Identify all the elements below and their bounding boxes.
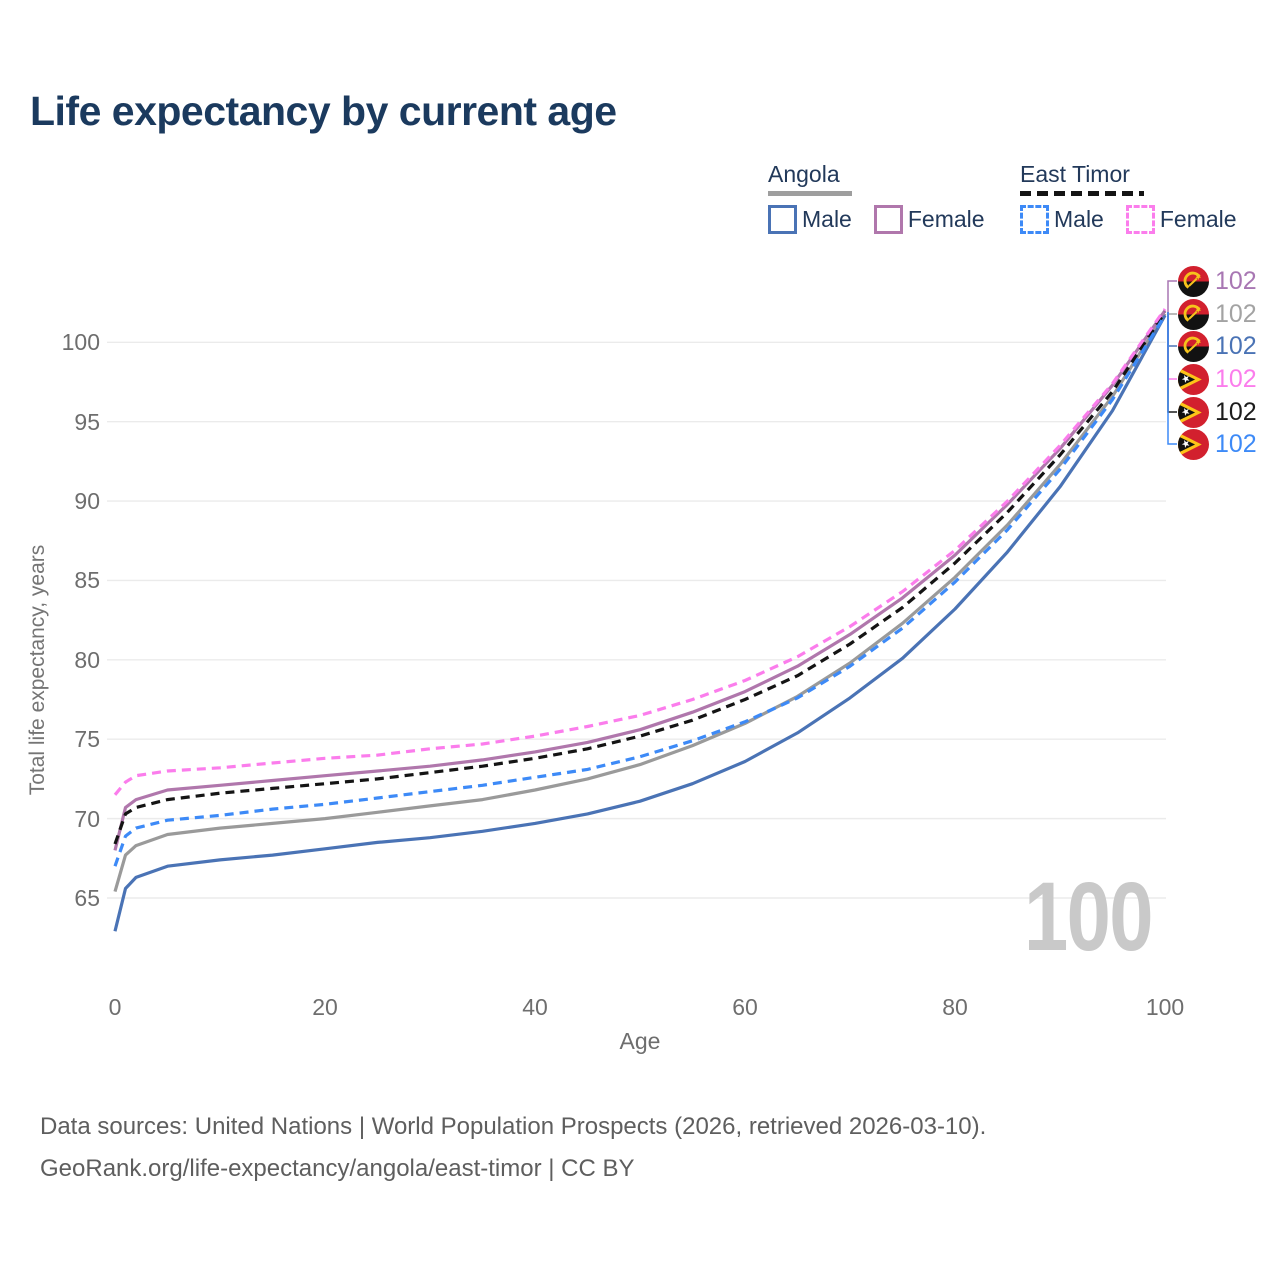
series-line-east-timor-female[interactable]: [113, 308, 1167, 796]
legend-swatch-angola-male[interactable]: [768, 205, 797, 235]
end-label-value: 102: [1215, 266, 1257, 295]
end-label-connector: [1167, 280, 1177, 313]
east-timor-dashed-line-key: [1020, 191, 1144, 197]
east-timor-flag-icon: [1178, 396, 1209, 428]
y-tick-label: 75: [74, 726, 100, 753]
end-label-connector: [1167, 312, 1177, 347]
legend-group-angola-title[interactable]: Angola: [768, 161, 840, 187]
series-line-east-timor-male[interactable]: [113, 314, 1167, 867]
legend-label-angola-male[interactable]: Male: [802, 206, 852, 233]
footer: Data sources: United Nations | World Pop…: [40, 1106, 986, 1190]
end-label-value: 102: [1215, 364, 1257, 393]
end-label-connector: [1167, 312, 1177, 315]
series-line-angola-both[interactable]: [113, 312, 1167, 893]
series-line-angola-male[interactable]: [113, 314, 1167, 932]
legend-group-east-timor-title[interactable]: East Timor: [1020, 161, 1130, 187]
y-tick-label: 80: [74, 646, 100, 673]
end-label-row: 102: [1178, 363, 1257, 395]
east-timor-flag-icon: [1178, 363, 1209, 395]
legend-group-east-timor: East Timor Male Female: [1020, 161, 1259, 235]
series-line-angola-female[interactable]: [113, 309, 1167, 851]
y-tick-label: 90: [74, 488, 100, 515]
end-label-value: 102: [1215, 429, 1257, 458]
legend-swatch-angola-female[interactable]: [873, 205, 903, 235]
y-tick-label: 95: [74, 408, 100, 435]
end-label-row: 102: [1178, 330, 1257, 362]
y-tick-label: 70: [74, 805, 100, 832]
angola-solid-line-key: [768, 191, 852, 197]
legend-label-angola-female[interactable]: Female: [907, 206, 985, 233]
page-title: Life expectancy by current age: [30, 88, 617, 134]
legend-label-east-timor-male[interactable]: Male: [1054, 206, 1104, 233]
angola-flag-icon: [1178, 330, 1209, 362]
end-label-value: 102: [1215, 299, 1257, 328]
end-label-value: 102: [1215, 397, 1257, 426]
x-tick-label: 80: [942, 994, 968, 1020]
x-tick-label: 40: [522, 994, 548, 1020]
angola-flag-icon: [1178, 265, 1209, 297]
x-tick-label: 60: [732, 994, 758, 1020]
end-label-row: 102: [1178, 428, 1257, 460]
y-tick-label: 85: [74, 567, 100, 594]
end-label-row: 102: [1178, 396, 1257, 428]
legend-swatch-east-timor-male[interactable]: [1020, 205, 1049, 235]
x-tick-label: 100: [1145, 994, 1185, 1020]
y-tick-label: 100: [61, 329, 100, 356]
x-axis-title: Age: [619, 1028, 661, 1054]
series-line-east-timor-both[interactable]: [113, 311, 1167, 845]
end-label-value: 102: [1215, 331, 1257, 360]
age-indicator: 100: [1024, 862, 1153, 971]
y-axis-title: Total life expectancy, years: [26, 544, 49, 796]
y-tick-label: 65: [74, 885, 100, 911]
legend-label-east-timor-female[interactable]: Female: [1159, 206, 1237, 233]
end-label-row: 102: [1178, 298, 1257, 330]
x-tick-label: 20: [312, 994, 338, 1020]
east-timor-flag-icon: [1178, 428, 1209, 460]
x-tick-label: 0: [108, 994, 122, 1020]
end-label-connector: [1167, 312, 1177, 413]
legend-swatch-east-timor-female[interactable]: [1125, 205, 1155, 235]
angola-flag-icon: [1178, 298, 1209, 330]
footer-url[interactable]: GeoRank.org/life-expectancy/angola/east-…: [40, 1155, 635, 1182]
footer-data-sources: Data sources: United Nations | World Pop…: [40, 1113, 987, 1140]
end-label-connector: [1167, 312, 1177, 445]
end-label-row: 102: [1178, 265, 1257, 297]
legend-group-angola: Angola Male Female: [768, 161, 1007, 235]
